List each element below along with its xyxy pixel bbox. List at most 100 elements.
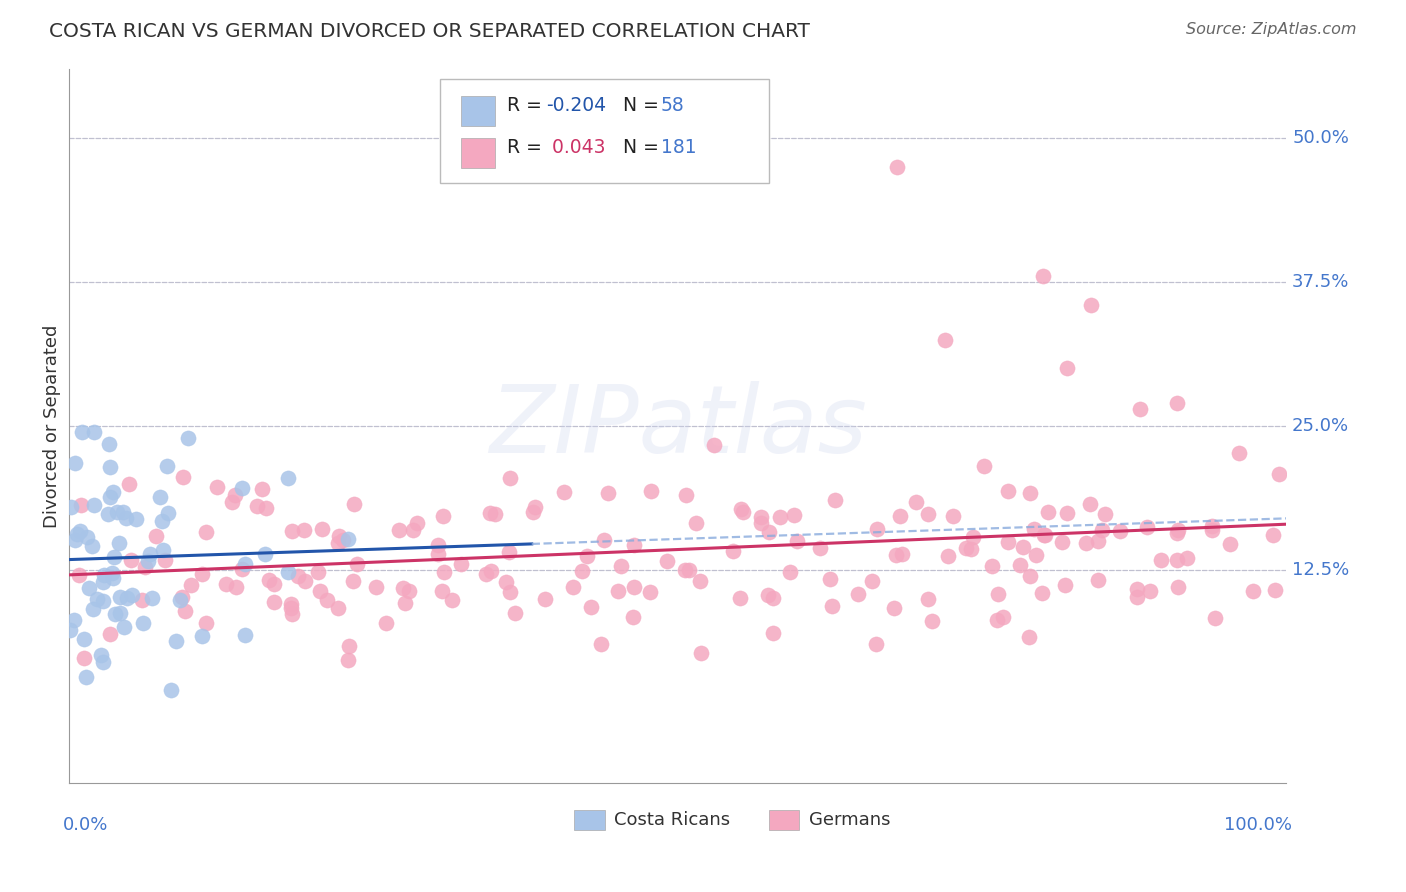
Point xyxy=(93,567,115,582)
Text: Source: ZipAtlas.com: Source: ZipAtlas.com xyxy=(1187,22,1357,37)
Point xyxy=(65,456,87,470)
Point xyxy=(1087,573,1109,587)
Point xyxy=(955,541,977,555)
Point xyxy=(758,525,780,540)
Point xyxy=(1166,553,1188,567)
Point xyxy=(1109,524,1132,538)
Point xyxy=(1129,401,1152,416)
Point xyxy=(257,574,280,588)
Point xyxy=(252,482,274,496)
Point xyxy=(394,596,416,610)
Point xyxy=(375,616,398,631)
Point xyxy=(1078,498,1101,512)
Point xyxy=(824,492,846,507)
Point xyxy=(170,591,193,605)
Text: -0.204: -0.204 xyxy=(547,96,606,115)
Point xyxy=(589,636,612,650)
Point xyxy=(733,505,755,519)
Point xyxy=(884,548,907,562)
Point xyxy=(1201,518,1223,533)
Point xyxy=(1167,523,1189,537)
Point xyxy=(786,533,808,548)
Point xyxy=(1038,505,1060,519)
Point xyxy=(821,599,844,614)
Point xyxy=(136,553,159,567)
Point xyxy=(294,523,316,537)
Point xyxy=(195,615,218,630)
Point xyxy=(562,581,585,595)
Point xyxy=(117,591,139,606)
Point xyxy=(623,538,645,552)
Point xyxy=(392,581,415,595)
Point xyxy=(231,562,253,576)
Point xyxy=(1126,590,1149,604)
Point xyxy=(398,583,420,598)
Point xyxy=(921,615,943,629)
Point xyxy=(91,574,114,589)
Point xyxy=(86,591,108,606)
Point xyxy=(233,557,256,571)
Text: Germans: Germans xyxy=(808,811,890,829)
Point xyxy=(808,541,831,555)
Point xyxy=(263,577,285,591)
Point xyxy=(1126,582,1149,596)
Point xyxy=(993,609,1015,624)
FancyBboxPatch shape xyxy=(461,96,495,127)
Point xyxy=(190,566,212,581)
Point xyxy=(986,613,1008,627)
Point xyxy=(108,607,131,621)
Point xyxy=(779,565,801,579)
Point xyxy=(108,591,131,605)
Point xyxy=(174,603,197,617)
Point xyxy=(402,523,425,537)
Point xyxy=(756,588,779,602)
Point xyxy=(730,501,752,516)
Point xyxy=(224,488,246,502)
Point xyxy=(818,572,841,586)
Point xyxy=(98,626,121,640)
Point xyxy=(91,655,114,669)
Point xyxy=(105,505,128,519)
Point xyxy=(60,500,83,514)
Point xyxy=(581,599,603,614)
Text: N =: N = xyxy=(623,96,665,115)
Point xyxy=(155,553,177,567)
Point xyxy=(1052,534,1074,549)
Point xyxy=(657,554,679,568)
Text: R =: R = xyxy=(508,138,548,157)
Point xyxy=(90,648,112,663)
Point xyxy=(82,540,104,554)
Point xyxy=(886,160,908,174)
Point xyxy=(917,591,939,606)
Point xyxy=(934,333,956,347)
Point xyxy=(75,670,97,684)
Point xyxy=(207,480,229,494)
Point xyxy=(157,506,180,520)
Point xyxy=(73,650,96,665)
Point xyxy=(70,498,93,512)
Point xyxy=(112,620,135,634)
Point xyxy=(225,580,247,594)
Point xyxy=(769,509,792,524)
Point xyxy=(328,529,350,543)
Point xyxy=(307,565,329,579)
Point xyxy=(523,500,546,515)
Point xyxy=(475,566,498,581)
Point xyxy=(294,574,316,588)
Point xyxy=(889,509,911,524)
Point xyxy=(598,486,620,500)
Point xyxy=(890,547,912,561)
Point xyxy=(1167,580,1189,594)
Point xyxy=(231,481,253,495)
Point xyxy=(388,523,411,537)
Point xyxy=(308,583,330,598)
Point xyxy=(959,542,981,557)
Text: 100.0%: 100.0% xyxy=(1225,815,1292,834)
Point xyxy=(1136,520,1159,534)
Point xyxy=(280,597,302,611)
Point xyxy=(132,616,155,631)
Point xyxy=(638,584,661,599)
Point xyxy=(149,490,172,504)
Point xyxy=(134,559,156,574)
Point xyxy=(326,536,349,550)
